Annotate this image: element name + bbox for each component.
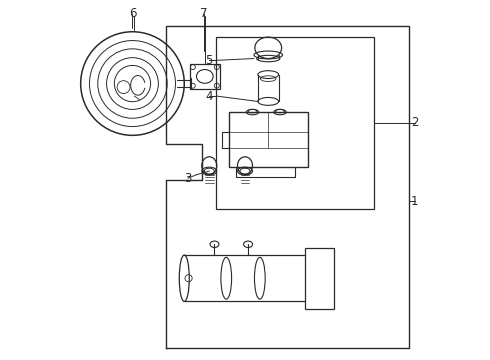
- Bar: [305, 248, 334, 309]
- Text: 3: 3: [184, 172, 192, 185]
- Text: 4: 4: [205, 90, 213, 103]
- Bar: [217, 37, 373, 208]
- Text: 1: 1: [411, 195, 418, 208]
- Text: 7: 7: [200, 8, 208, 21]
- Text: 2: 2: [411, 116, 418, 129]
- Text: 6: 6: [129, 8, 136, 21]
- Bar: [229, 112, 308, 167]
- Text: 5: 5: [206, 54, 213, 67]
- Bar: [190, 64, 220, 89]
